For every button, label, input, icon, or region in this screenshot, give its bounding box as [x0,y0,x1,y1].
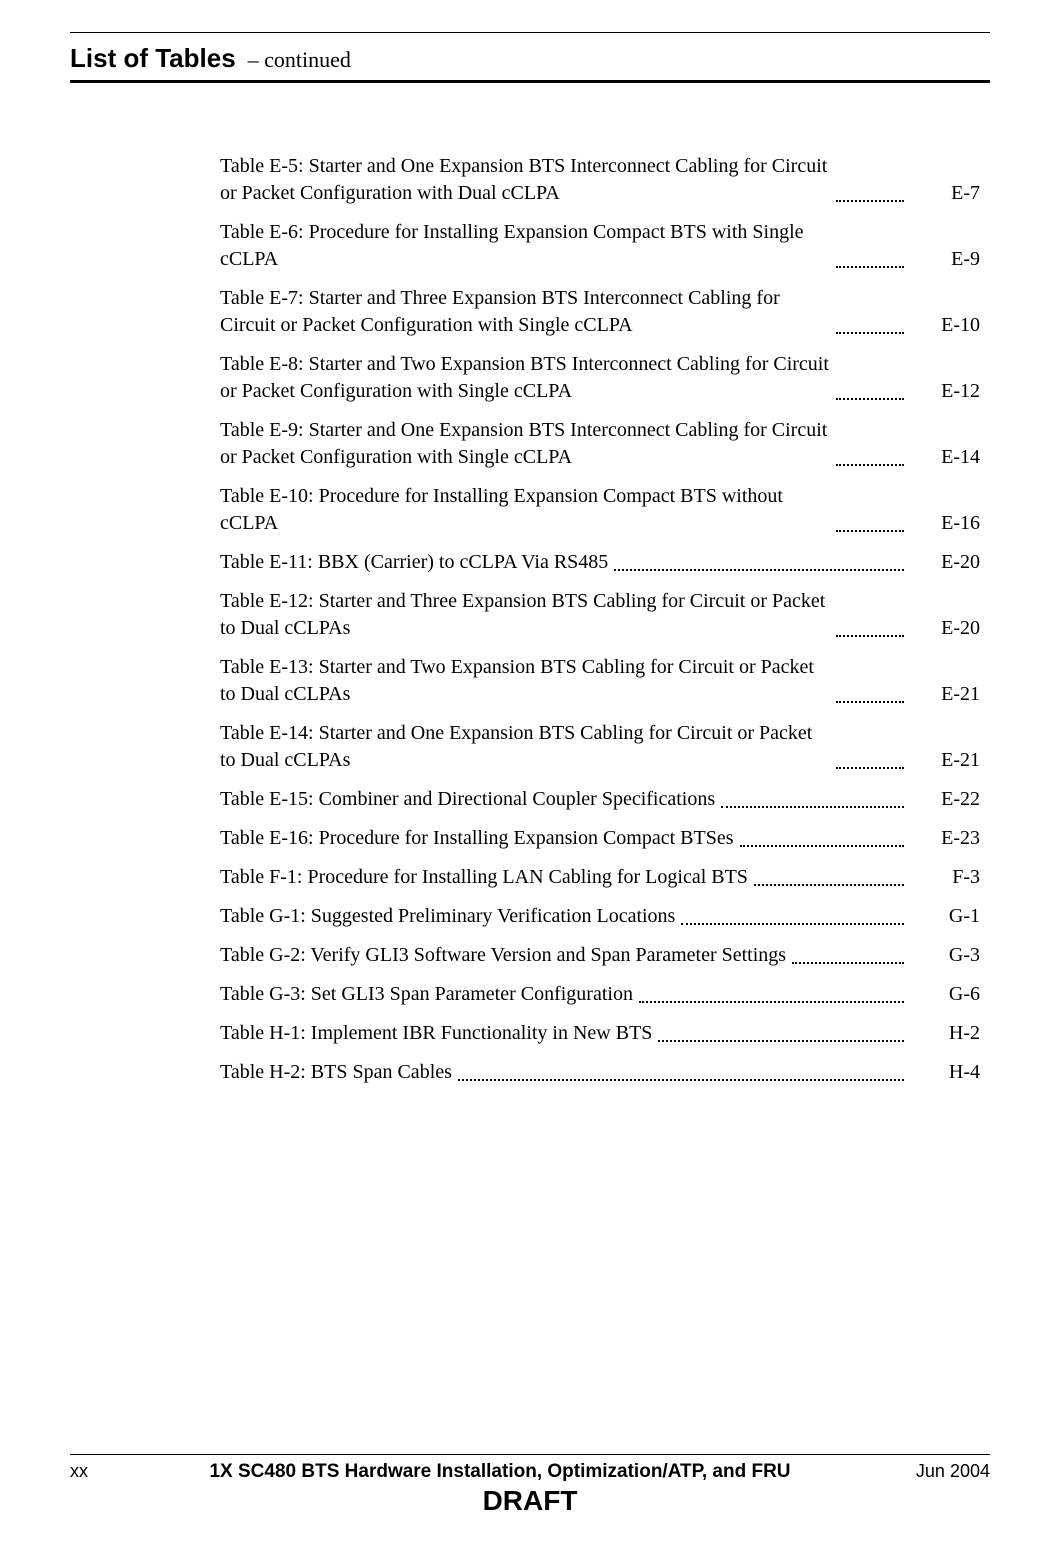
toc-leader-dots [836,332,904,334]
toc-entry: Table E-5: Starter and One Expansion BTS… [220,153,980,207]
toc-entry-title: Table E-9: Starter and One Expansion BTS… [220,417,830,471]
header-divider [70,80,990,83]
toc-entry-page: E-23 [910,825,980,852]
toc-entry: Table E-7: Starter and Three Expansion B… [220,285,980,339]
toc-entry-title: Table E-14: Starter and One Expansion BT… [220,720,830,774]
toc-entry: Table H-1: Implement IBR Functionality i… [220,1020,980,1047]
toc-leader-dots [792,962,904,964]
toc-entry: Table E-13: Starter and Two Expansion BT… [220,654,980,708]
toc-leader-dots [681,923,904,925]
toc-entry-page: E-16 [910,510,980,537]
toc-entry-title: Table E-5: Starter and One Expansion BTS… [220,153,830,207]
toc-entry-title: Table G-1: Suggested Preliminary Verific… [220,903,675,930]
header-continued: – continued [248,47,351,73]
footer-date: Jun 2004 [870,1461,990,1482]
toc-entry-page: H-2 [910,1020,980,1047]
toc-leader-dots [836,464,904,466]
toc-entry-page: E-21 [910,681,980,708]
page-header: List of Tables – continued [70,43,990,74]
toc-entry-page: G-6 [910,981,980,1008]
toc-leader-dots [754,884,904,886]
toc-entry-page: G-3 [910,942,980,969]
footer-doc-title: 1X SC480 BTS Hardware Installation, Opti… [130,1461,870,1483]
toc-entry: Table E-8: Starter and Two Expansion BTS… [220,351,980,405]
toc-entry-title: Table E-11: BBX (Carrier) to cCLPA Via R… [220,549,608,576]
toc-entry-title: Table E-12: Starter and Three Expansion … [220,588,830,642]
toc-leader-dots [721,806,904,808]
toc-leader-dots [836,398,904,400]
toc-entry: Table G-2: Verify GLI3 Software Version … [220,942,980,969]
toc-entry-title: Table G-2: Verify GLI3 Software Version … [220,942,786,969]
toc-entry-page: E-9 [910,246,980,273]
toc-entry: Table H-2: BTS Span Cables H-4 [220,1059,980,1086]
toc-leader-dots [658,1040,904,1042]
toc-entry-page: E-21 [910,747,980,774]
toc-leader-dots [740,845,905,847]
toc-entry-title: Table E-7: Starter and Three Expansion B… [220,285,830,339]
toc-leader-dots [836,530,904,532]
toc-entry-page: E-14 [910,444,980,471]
toc-leader-dots [836,701,904,703]
toc-leader-dots [836,635,904,637]
toc-entry-title: Table H-2: BTS Span Cables [220,1059,452,1086]
toc-entry-page: G-1 [910,903,980,930]
toc-entry-page: E-20 [910,549,980,576]
toc-entry-title: Table E-16: Procedure for Installing Exp… [220,825,734,852]
toc-leader-dots [614,569,904,571]
footer-draft-label: DRAFT [70,1485,990,1517]
toc-entry-title: Table E-13: Starter and Two Expansion BT… [220,654,830,708]
toc-entry: Table E-15: Combiner and Directional Cou… [220,786,980,813]
toc-entry: Table G-3: Set GLI3 Span Parameter Confi… [220,981,980,1008]
toc-entry-page: E-10 [910,312,980,339]
toc-entry-page: E-12 [910,378,980,405]
toc-entry: Table G-1: Suggested Preliminary Verific… [220,903,980,930]
top-divider [70,32,990,33]
toc-entry-page: E-20 [910,615,980,642]
footer-page-number: xx [70,1461,130,1482]
toc-leader-dots [639,1001,904,1003]
toc-entry: Table E-16: Procedure for Installing Exp… [220,825,980,852]
toc-entry: Table E-10: Procedure for Installing Exp… [220,483,980,537]
toc-entry-page: F-3 [910,864,980,891]
page-container: List of Tables – continued Table E-5: St… [0,0,1060,1086]
toc-entry-title: Table F-1: Procedure for Installing LAN … [220,864,748,891]
toc-entry-title: Table H-1: Implement IBR Functionality i… [220,1020,652,1047]
toc-leader-dots [458,1079,904,1081]
toc-entry-page: E-7 [910,180,980,207]
toc-entry: Table E-9: Starter and One Expansion BTS… [220,417,980,471]
toc-leader-dots [836,266,904,268]
footer-row: xx 1X SC480 BTS Hardware Installation, O… [70,1461,990,1483]
toc-entry-title: Table E-6: Procedure for Installing Expa… [220,219,830,273]
footer-divider [70,1454,990,1455]
toc-list: Table E-5: Starter and One Expansion BTS… [220,153,980,1086]
toc-leader-dots [836,200,904,202]
toc-entry: Table E-11: BBX (Carrier) to cCLPA Via R… [220,549,980,576]
toc-entry-page: E-22 [910,786,980,813]
toc-entry: Table F-1: Procedure for Installing LAN … [220,864,980,891]
toc-entry-title: Table E-8: Starter and Two Expansion BTS… [220,351,830,405]
toc-entry: Table E-12: Starter and Three Expansion … [220,588,980,642]
toc-leader-dots [836,767,904,769]
toc-entry-title: Table G-3: Set GLI3 Span Parameter Confi… [220,981,633,1008]
toc-entry: Table E-6: Procedure for Installing Expa… [220,219,980,273]
toc-entry: Table E-14: Starter and One Expansion BT… [220,720,980,774]
toc-entry-page: H-4 [910,1059,980,1086]
page-footer: xx 1X SC480 BTS Hardware Installation, O… [70,1454,990,1517]
toc-entry-title: Table E-15: Combiner and Directional Cou… [220,786,715,813]
header-title: List of Tables [70,43,236,74]
toc-entry-title: Table E-10: Procedure for Installing Exp… [220,483,830,537]
